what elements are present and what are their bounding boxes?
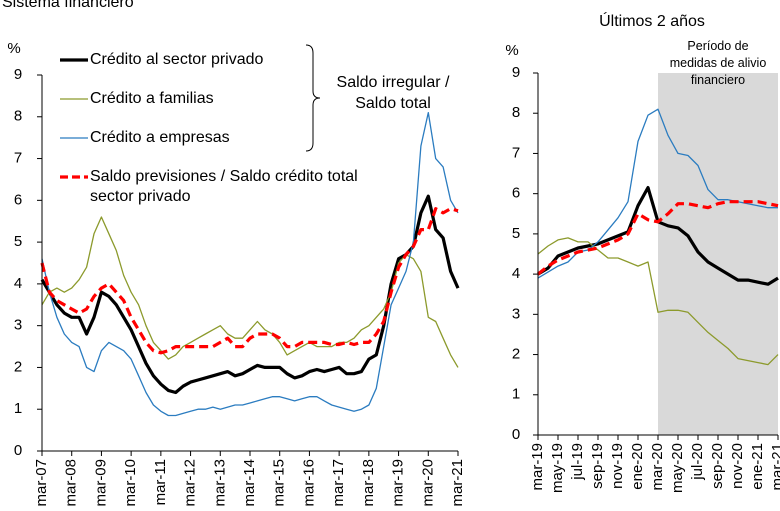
x-tick-label: mar-07 (33, 459, 50, 507)
shaded-period (658, 73, 778, 435)
y-tick-label: 2 (512, 346, 520, 363)
y-tick-label: 5 (512, 225, 520, 242)
y-tick-label: 0 (14, 442, 22, 459)
y-tick-label: 1 (14, 400, 22, 417)
y-tick-label: 0 (512, 426, 520, 443)
x-tick-label: mar-11 (152, 459, 169, 505)
y-tick-label: 9 (512, 64, 520, 81)
y-unit: % (7, 40, 20, 57)
x-tick-label: mar-20 (419, 459, 436, 507)
x-tick-label: mar-21 (769, 443, 780, 491)
series-line (40, 207, 459, 355)
legend-item: Crédito a familias (58, 89, 375, 109)
x-tick-label: mar-08 (63, 459, 80, 507)
legend-swatch (60, 58, 88, 62)
y-tick-label: 7 (512, 144, 520, 161)
legend-swatch (60, 137, 88, 139)
y-tick-label: 9 (14, 66, 22, 83)
legend-swatch (60, 175, 88, 179)
y-tick-label: 3 (14, 317, 22, 334)
x-tick-label: mar-09 (92, 459, 109, 507)
y-tick-label: 6 (512, 185, 520, 202)
x-tick-label: mar-15 (271, 459, 288, 507)
x-tick-label: jul-20 (689, 443, 706, 481)
y-tick-label: 7 (14, 150, 22, 167)
x-tick-label: mar-21 (449, 459, 466, 507)
legend-item: Crédito a empresas (58, 128, 375, 148)
x-tick-label: jul-19 (569, 443, 586, 481)
legend-swatch (60, 98, 88, 100)
x-tick-label: nov-19 (609, 443, 626, 489)
legend-label: Crédito a empresas (90, 129, 230, 146)
x-tick-label: mar-13 (211, 459, 228, 507)
y-tick-label: 3 (512, 305, 520, 322)
y-tick-label: 5 (14, 233, 22, 250)
y-tick-label: 1 (512, 386, 520, 403)
legend-label: Crédito a familias (90, 90, 214, 107)
x-tick-label: may-20 (669, 443, 686, 493)
x-tick-label: ene-21 (749, 443, 766, 490)
x-tick-label: mar-18 (360, 459, 377, 507)
series-line (537, 237, 779, 366)
legend-item: Saldo previsiones / Saldo crédito total … (58, 167, 375, 207)
x-tick-label: mar-16 (300, 459, 317, 507)
bracket (305, 44, 321, 152)
x-tick-label: mar-10 (122, 459, 139, 507)
x-tick-label: may-19 (549, 443, 566, 493)
y-tick-label: 2 (14, 358, 22, 375)
x-tick-label: mar-19 (529, 443, 546, 491)
x-tick-label: mar-20 (649, 443, 666, 491)
x-tick-label: sep-20 (709, 443, 726, 489)
series-line (537, 200, 779, 276)
x-tick-label: sep-19 (589, 443, 606, 489)
series-line (41, 216, 459, 368)
legend: Crédito al sector privado Crédito a famil… (58, 50, 375, 226)
legend-label: Crédito al sector privado (90, 51, 264, 68)
shade-label: Período de medidas de alivio financiero (669, 39, 767, 87)
x-tick-label: mar-12 (182, 459, 199, 507)
legend-label: Saldo previsiones / Saldo crédito total … (90, 168, 358, 205)
x-tick-label: mar-19 (390, 459, 407, 507)
y-tick-label: 8 (512, 104, 520, 121)
y-unit: % (505, 42, 518, 59)
series-line (41, 111, 459, 417)
chart-title: Últimos 2 años (599, 11, 705, 30)
chart-title: Sistema financiero (2, 0, 134, 11)
x-tick-label: nov-20 (729, 443, 746, 489)
x-tick-label: mar-14 (241, 459, 258, 507)
legend-item: Crédito al sector privado (58, 50, 375, 70)
x-tick-label: ene-20 (629, 443, 646, 490)
x-tick-label: mar-17 (330, 459, 347, 507)
annotation: Saldo irregular / Saldo total (336, 74, 450, 112)
y-tick-label: 6 (14, 191, 22, 208)
y-tick-label: 4 (512, 265, 520, 282)
y-tick-label: 8 (14, 108, 22, 125)
y-tick-label: 4 (14, 275, 22, 292)
